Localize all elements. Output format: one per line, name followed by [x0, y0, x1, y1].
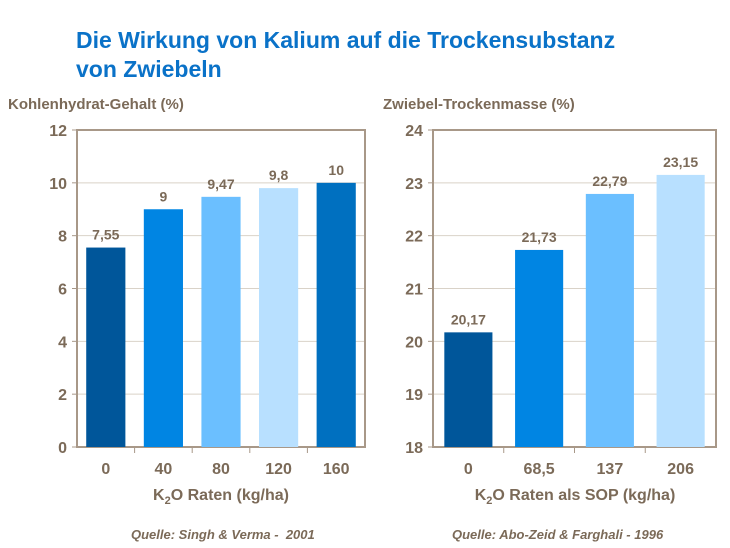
data-label: 7,55	[92, 227, 119, 243]
y-tick-label: 24	[405, 123, 423, 140]
bar	[656, 174, 705, 448]
source-right: Quelle: Abo-Zeid & Farghali - 1996	[452, 527, 664, 542]
y-axis-title: Zwiebel-Trockenmasse (%)	[383, 96, 575, 113]
y-tick-label: 12	[49, 123, 67, 140]
x-tick-label: 206	[667, 461, 694, 478]
y-tick-label: 6	[58, 282, 67, 299]
data-label: 9	[160, 188, 168, 204]
x-tick-label: 137	[597, 461, 624, 478]
y-tick-label: 4	[58, 334, 67, 351]
data-label: 10	[328, 162, 344, 178]
y-tick-label: 2	[58, 387, 67, 404]
x-tick-label: 68,5	[524, 461, 555, 478]
bar	[515, 249, 564, 447]
x-tick-label: 120	[265, 461, 292, 478]
y-tick-label: 19	[405, 387, 423, 404]
x-tick-label: 0	[101, 461, 110, 478]
y-tick-label: 23	[405, 176, 423, 193]
y-axis-title: Kohlenhydrat-Gehalt (%)	[8, 96, 184, 113]
data-label: 21,73	[522, 229, 557, 245]
data-label: 22,79	[592, 173, 627, 189]
title-line-2: von Zwiebeln	[76, 56, 222, 82]
y-tick-label: 18	[405, 440, 423, 457]
bar	[444, 332, 493, 447]
data-label: 23,15	[663, 154, 698, 170]
x-axis-title: K2O Raten als SOP (kg/ha)	[475, 487, 676, 507]
bar	[316, 182, 356, 448]
data-label: 20,17	[451, 311, 486, 327]
y-tick-label: 8	[58, 229, 67, 246]
y-tick-label: 22	[405, 229, 423, 246]
x-tick-label: 160	[323, 461, 350, 478]
title-line-1: Die Wirkung von Kalium auf die Trockensu…	[76, 27, 616, 53]
y-tick-label: 10	[49, 176, 67, 193]
y-tick-label: 21	[405, 282, 423, 299]
bar	[585, 193, 634, 447]
x-tick-label: 40	[155, 461, 173, 478]
x-tick-label: 0	[464, 461, 473, 478]
bar	[143, 209, 183, 447]
data-label: 9,8	[269, 167, 289, 183]
x-tick-label: 80	[212, 461, 230, 478]
y-tick-label: 20	[405, 334, 423, 351]
y-tick-label: 0	[58, 440, 67, 457]
bar	[86, 247, 126, 447]
source-left: Quelle: Singh & Verma - 2001	[131, 527, 315, 542]
page-title: Die Wirkung von Kalium auf die Trockensu…	[76, 26, 615, 84]
bar	[201, 196, 241, 447]
bar	[259, 188, 299, 447]
data-label: 9,47	[207, 176, 234, 192]
x-axis-title: K2O Raten (kg/ha)	[153, 487, 289, 507]
